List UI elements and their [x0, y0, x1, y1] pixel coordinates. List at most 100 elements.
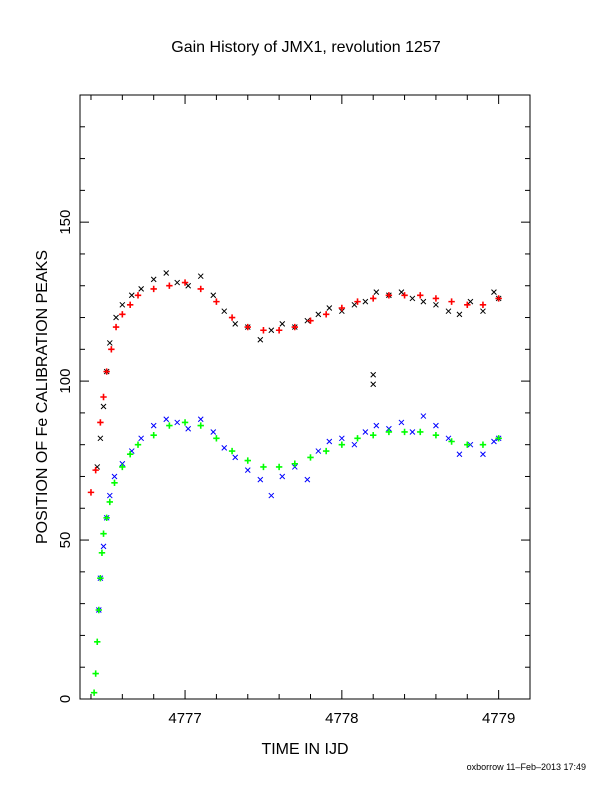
data-point: [420, 413, 427, 419]
data-point: [464, 301, 471, 309]
data-point: [197, 273, 204, 280]
data-point: [354, 435, 361, 442]
data-point: [291, 323, 299, 331]
data-point: [326, 305, 333, 311]
data-point: [433, 301, 439, 308]
data-point: [398, 419, 405, 426]
data-point: [134, 292, 142, 299]
series-3-fit: [90, 419, 502, 696]
data-point: [370, 295, 377, 302]
data-point: [97, 435, 104, 442]
data-point: [495, 295, 502, 302]
y-tick-label: 150: [57, 210, 74, 235]
data-point: [448, 438, 455, 445]
data-point: [150, 276, 157, 283]
data-point: [338, 435, 345, 442]
data-point: [445, 308, 452, 315]
data-point: [420, 298, 427, 305]
data-point: [417, 428, 424, 436]
data-point: [401, 292, 408, 299]
data-point: [304, 476, 311, 483]
data-point: [257, 476, 264, 483]
data-point: [111, 473, 118, 480]
data-point: [322, 447, 330, 455]
data-point: [467, 298, 474, 305]
data-point: [291, 460, 299, 467]
data-point: [279, 473, 286, 480]
data-point: [106, 492, 113, 499]
data-point: [370, 431, 377, 439]
data-point: [232, 454, 239, 461]
x-tick-label: 4778: [325, 710, 358, 727]
data-point: [100, 393, 107, 401]
data-point: [126, 301, 134, 309]
data-point: [100, 530, 107, 537]
data-point: [185, 282, 192, 289]
data-point: [106, 498, 113, 506]
data-point: [150, 285, 157, 293]
data-point: [315, 311, 322, 318]
data-point: [480, 451, 486, 458]
y-axis-label: POSITION OF Fe CALIBRATION PEAKS: [34, 250, 51, 544]
data-point: [373, 422, 380, 429]
data-point: [197, 416, 204, 423]
data-point: [479, 301, 487, 309]
y-tick-label: 50: [57, 532, 74, 549]
data-point: [221, 445, 228, 451]
data-point: [90, 689, 98, 696]
data-point: [138, 435, 145, 442]
data-point: [119, 301, 126, 308]
footer-stamp: oxborrow 11–Feb–2013 17:49: [467, 762, 586, 772]
plot-frame: [79, 94, 531, 700]
data-point: [351, 301, 358, 308]
data-point: [106, 340, 113, 346]
data-point: [244, 323, 251, 331]
data-point: [385, 292, 393, 299]
data-point: [244, 457, 251, 464]
data-point: [126, 451, 134, 458]
data-point: [113, 314, 119, 321]
data-point: [138, 286, 145, 292]
data-point: [197, 285, 204, 293]
data-point: [128, 292, 135, 299]
data-point: [185, 425, 192, 432]
data-point: [213, 298, 220, 305]
data-point: [268, 492, 275, 499]
data-point: [95, 606, 103, 614]
data-point: [221, 308, 228, 315]
x-tick-label: 4779: [482, 710, 515, 727]
data-point: [322, 311, 330, 318]
data-point: [432, 295, 440, 302]
data-point: [433, 422, 439, 429]
data-point: [92, 466, 99, 474]
data-point: [174, 419, 181, 426]
x-axis-label: TIME IN IJD: [261, 741, 348, 758]
data-point: [244, 467, 251, 473]
series-layer: [87, 270, 502, 696]
data-point: [370, 371, 377, 378]
data-point: [464, 441, 471, 448]
data-point: [385, 428, 393, 436]
data-point: [448, 298, 455, 305]
data-point: [97, 419, 104, 426]
data-point: [94, 638, 101, 645]
data-point: [260, 463, 267, 471]
data-point: [181, 279, 189, 286]
x-tick-label: 4777: [168, 710, 201, 727]
data-point: [166, 282, 173, 289]
data-point: [150, 422, 157, 429]
data-point: [370, 381, 377, 388]
data-point: [338, 304, 346, 312]
data-point: [197, 422, 204, 429]
data-point: [373, 289, 380, 295]
y-axis-ticks: 0 50 100 150: [57, 94, 530, 703]
data-point: [87, 489, 95, 496]
data-point: [163, 270, 170, 276]
series-1-fit: [87, 279, 502, 496]
data-point: [213, 435, 220, 442]
data-point: [401, 428, 408, 436]
data-point: [417, 292, 424, 299]
data-point: [119, 463, 126, 471]
